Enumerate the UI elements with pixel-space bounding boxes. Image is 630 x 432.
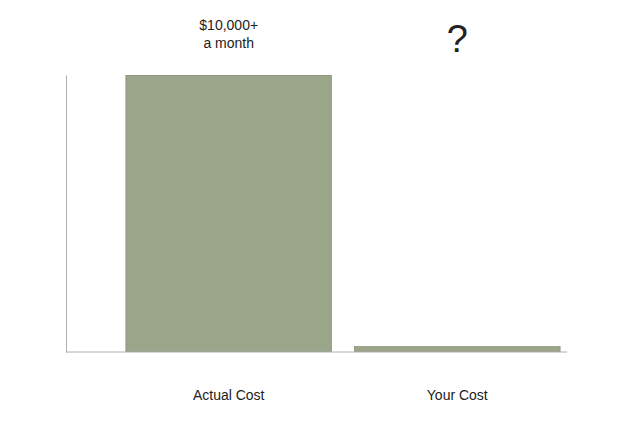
bars <box>126 75 560 352</box>
chart: Actual Cost Your Cost $10,000+ a month? <box>0 0 630 432</box>
annotation: ? <box>447 18 468 60</box>
annotation: $10,000+ <box>199 17 258 33</box>
x-tick-label: Your Cost <box>427 387 488 403</box>
x-tick: Actual Cost <box>193 352 265 403</box>
annotations: $10,000+ a month? <box>199 17 468 60</box>
bar <box>126 75 332 352</box>
bar <box>354 346 560 352</box>
x-tick-label: Actual Cost <box>193 387 265 403</box>
annotation: a month <box>203 35 254 51</box>
x-axis: Actual Cost Your Cost <box>193 352 488 403</box>
x-axis-line <box>66 352 567 353</box>
y-axis-line <box>66 76 67 353</box>
x-tick: Your Cost <box>427 352 488 403</box>
y-axis <box>66 76 67 353</box>
